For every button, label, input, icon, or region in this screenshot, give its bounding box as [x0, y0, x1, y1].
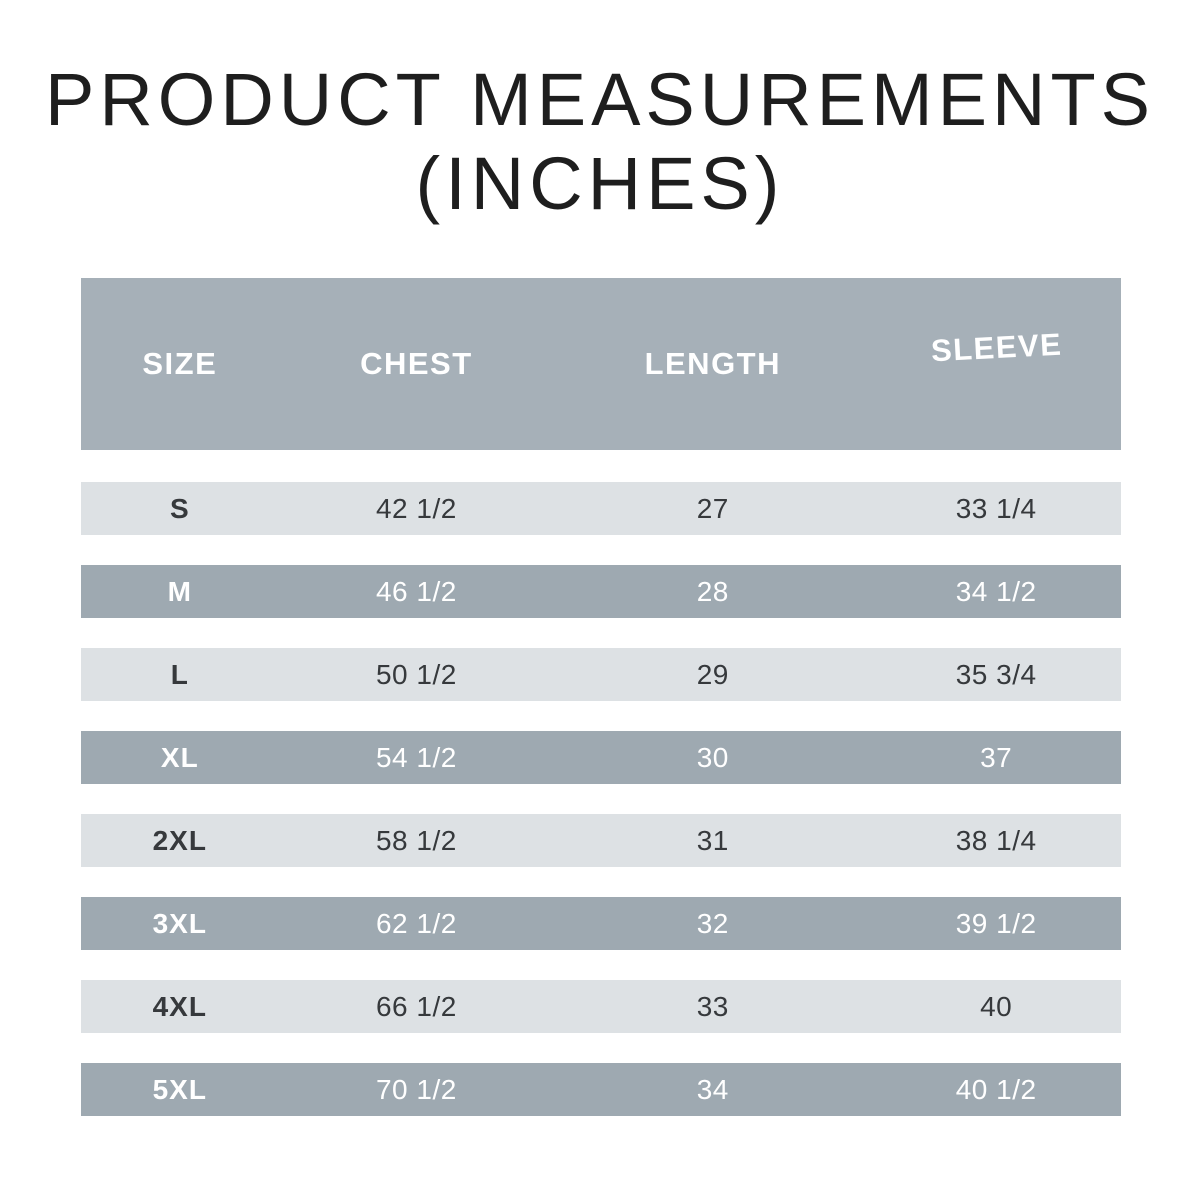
cell-sleeve: 35 3/4: [955, 658, 1037, 690]
cell-size: M: [167, 575, 192, 607]
cell-sleeve: 40 1/2: [955, 1073, 1037, 1105]
cell-chest: 42 1/2: [375, 492, 457, 524]
table-row-4xl: 4XL 66 1/2 33 40: [81, 980, 1121, 1033]
cell-length: 30: [696, 741, 729, 773]
cell-chest: 54 1/2: [375, 741, 457, 773]
table-row-3xl: 3XL 62 1/2 32 39 1/2: [81, 897, 1121, 950]
cell-length: 31: [696, 824, 729, 856]
cell-sleeve: 33 1/4: [955, 492, 1037, 524]
page-title-line1: PRODUCT MEASUREMENTS: [44, 58, 1156, 141]
cell-length: 29: [696, 658, 729, 690]
cell-chest: 58 1/2: [375, 824, 457, 856]
cell-sleeve: 40: [980, 990, 1013, 1022]
table-row-2xl: 2XL 58 1/2 31 38 1/4: [81, 814, 1121, 867]
cell-length: 28: [696, 575, 729, 607]
cell-length: 34: [696, 1073, 729, 1105]
cell-size: 2XL: [152, 824, 207, 856]
cell-size: 3XL: [152, 907, 207, 939]
cell-sleeve: 37: [980, 741, 1013, 773]
cell-chest: 70 1/2: [375, 1073, 457, 1105]
size-chart-table: SIZE CHEST LENGTH SLEEVE S 42 1/2 27 33 …: [81, 278, 1121, 1116]
cell-length: 33: [696, 990, 729, 1022]
cell-size: S: [169, 492, 190, 524]
table-row-l: L 50 1/2 29 35 3/4: [81, 648, 1121, 701]
cell-sleeve: 34 1/2: [955, 575, 1037, 607]
cell-sleeve: 38 1/4: [955, 824, 1037, 856]
table-header-row: SIZE CHEST LENGTH SLEEVE: [81, 278, 1121, 450]
cell-chest: 46 1/2: [375, 575, 457, 607]
cell-length: 32: [696, 907, 729, 939]
cell-size: 4XL: [152, 990, 207, 1022]
column-header-sleeve: SLEEVE: [929, 326, 1063, 369]
cell-size: XL: [160, 741, 199, 773]
table-row-xl: XL 54 1/2 30 37: [81, 731, 1121, 784]
cell-sleeve: 39 1/2: [955, 907, 1037, 939]
cell-chest: 66 1/2: [375, 990, 457, 1022]
table-row-5xl: 5XL 70 1/2 34 40 1/2: [81, 1063, 1121, 1116]
page-title-line2: (INCHES): [415, 142, 785, 225]
page-title: PRODUCT MEASUREMENTS (INCHES): [0, 58, 1200, 226]
cell-length: 27: [696, 492, 729, 524]
column-header-size: SIZE: [142, 346, 218, 381]
cell-size: L: [170, 658, 189, 690]
column-header-chest: CHEST: [360, 346, 473, 381]
table-row-m: M 46 1/2 28 34 1/2: [81, 565, 1121, 618]
cell-chest: 50 1/2: [375, 658, 457, 690]
table-row-s: S 42 1/2 27 33 1/4: [81, 482, 1121, 535]
cell-chest: 62 1/2: [375, 907, 457, 939]
cell-size: 5XL: [152, 1073, 207, 1105]
column-header-length: LENGTH: [644, 346, 781, 381]
